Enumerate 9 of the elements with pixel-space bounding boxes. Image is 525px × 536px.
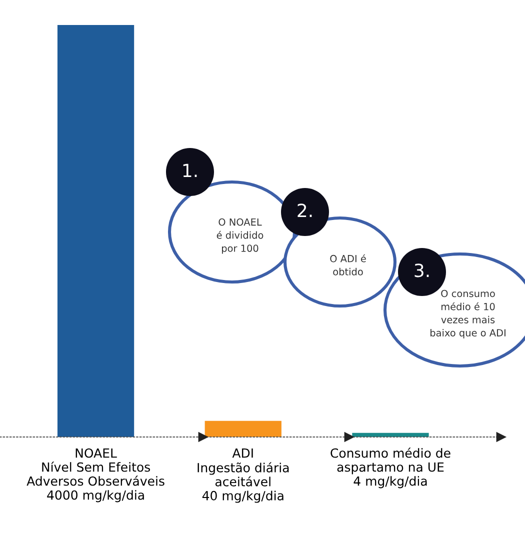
annotation: 3. <box>414 264 429 278</box>
x-tick-label: NOAEL Nível Sem Efeitos Adversos Observáveis 4000 mg/kg/dia <box>26 448 164 502</box>
x-tick-label: Consumo médio de aspartamo na UE 4 mg/kg/dia <box>330 448 450 488</box>
annotation: 2. <box>298 204 312 217</box>
x-tick-label: ADI Ingestão diária aceitável 40 mg/kg/dia <box>198 448 289 503</box>
annotation: O ADI é obtido <box>330 254 366 276</box>
annotation: O consumo médio é 10 vezes mais baixo que o ADI <box>430 290 506 338</box>
annotation: 1. <box>183 164 197 177</box>
annotation: O NOAEL é dividido por 100 <box>216 218 264 254</box>
